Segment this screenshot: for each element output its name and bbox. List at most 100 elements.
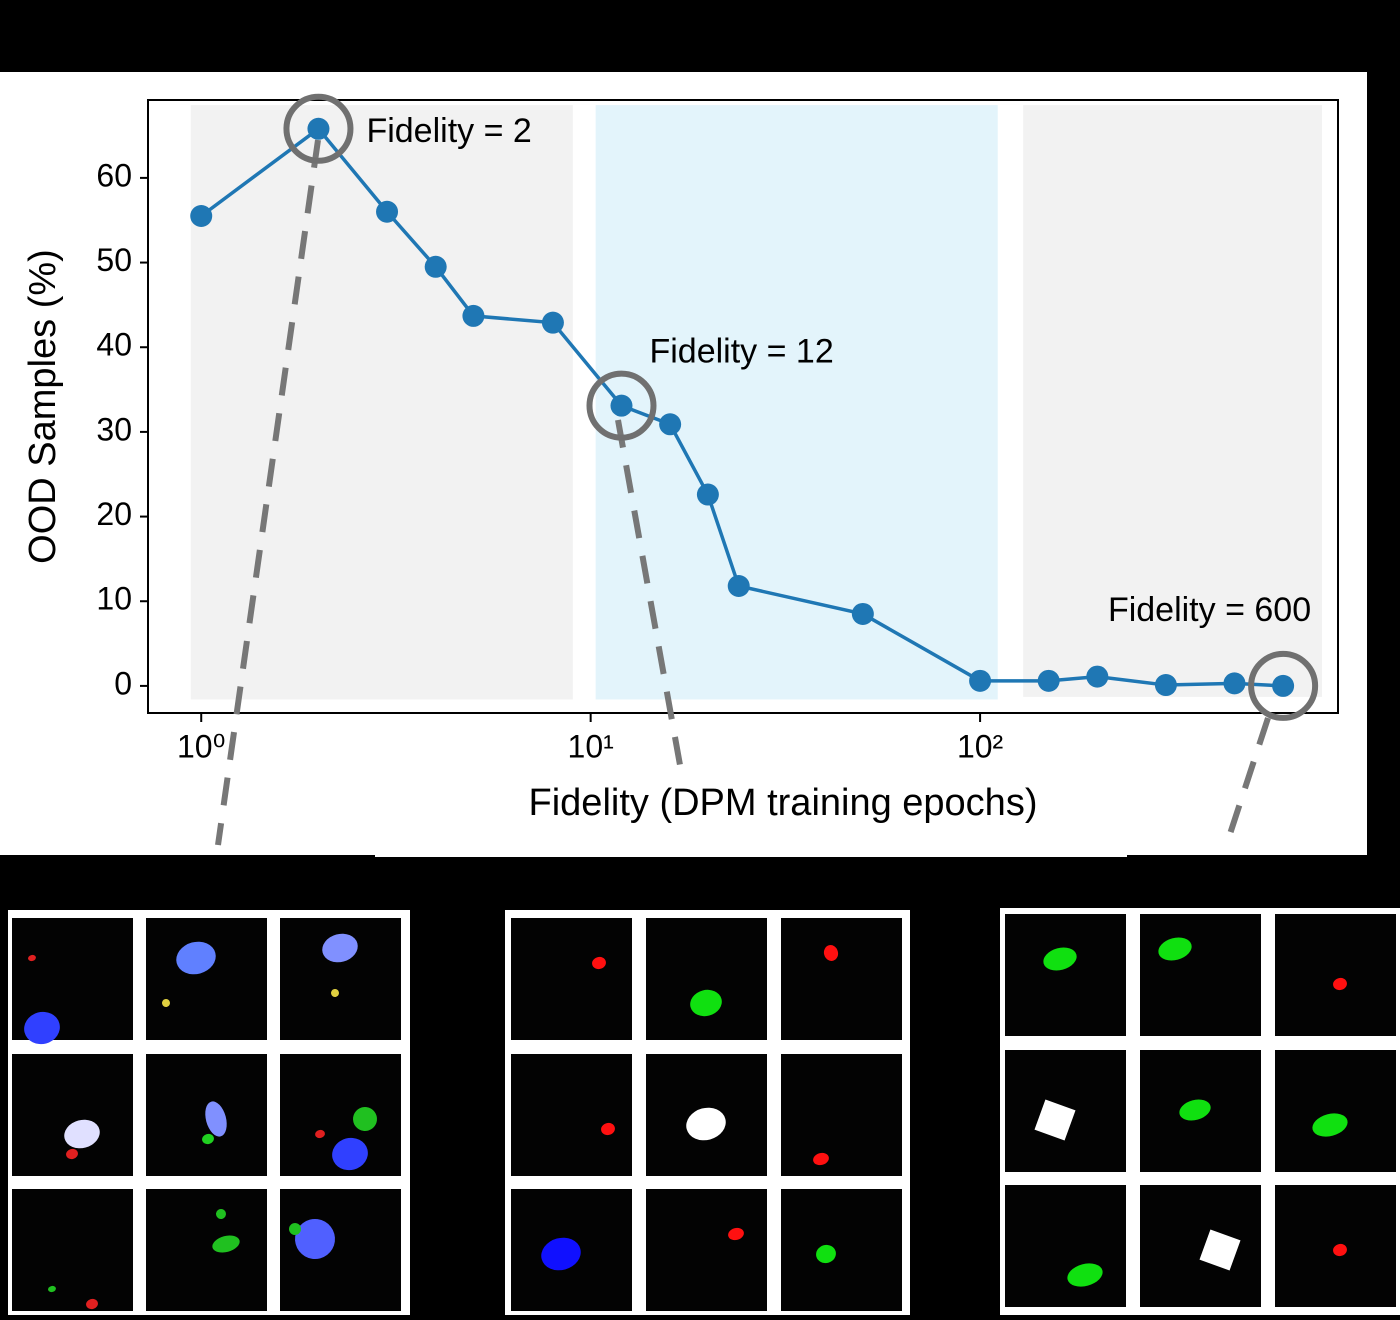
x-tick-label: 10⁰ (177, 728, 225, 764)
sample-image (781, 1054, 902, 1176)
data-point (1037, 669, 1060, 692)
data-point (190, 204, 213, 227)
sample-shape (813, 1152, 829, 1166)
sample-shape (24, 1011, 60, 1045)
sample-shape (332, 1137, 368, 1171)
sample-shape (202, 1133, 214, 1145)
sample-shape (28, 954, 36, 962)
y-tick-label: 30 (96, 411, 132, 447)
sample-shape (353, 1107, 377, 1131)
y-tick-label: 50 (96, 242, 132, 278)
sample-image (781, 1189, 902, 1311)
connector (615, 419, 683, 766)
shaded-region (190, 105, 573, 700)
sample-image (511, 918, 632, 1040)
data-point (541, 311, 564, 334)
sample-shape (816, 1244, 836, 1264)
highlight-ring (586, 370, 657, 441)
data-point (1272, 674, 1295, 697)
sample-shape (1067, 1263, 1103, 1287)
y-tick-label: 20 (96, 496, 132, 532)
sample-image (1005, 1185, 1126, 1307)
axes-frame (147, 99, 1339, 714)
y-tick-label: 10 (96, 581, 132, 617)
sample-shape (162, 999, 170, 1007)
sample-shape (289, 1223, 301, 1235)
data-point (424, 255, 447, 278)
data-point (462, 304, 485, 327)
y-tick-label: 40 (96, 327, 132, 363)
sample-shape (1199, 1229, 1241, 1271)
annotation: Fidelity = 12 (649, 333, 833, 371)
sample-shape (176, 941, 216, 975)
data-point (969, 669, 992, 692)
sample-shape (205, 1101, 227, 1137)
sample-image (646, 918, 767, 1040)
sample-shape (212, 1235, 240, 1253)
sample-shape (823, 945, 839, 961)
plot: 0 10 20 30 40 50 60 10⁰ 10¹ 10² Fidelity (DPM trai… (22, 93, 1339, 846)
sample-image (646, 1189, 767, 1311)
annotation: Fidelity = 600 (1108, 591, 1311, 629)
sample-shape (686, 1107, 726, 1141)
sample-shape (331, 989, 339, 997)
sample-image (781, 918, 902, 1040)
annotation: Fidelity = 2 (366, 112, 531, 150)
sample-image (1005, 914, 1126, 1036)
sample-shape (728, 1227, 744, 1241)
sample-shape (1312, 1113, 1348, 1137)
data-point (851, 602, 874, 625)
data-point (610, 394, 633, 417)
y-axis-label: OOD Samples (%) (22, 249, 64, 564)
sample-shape (601, 1122, 615, 1136)
sample-shape (690, 989, 722, 1017)
sample-shape (315, 1129, 325, 1139)
panel-strip (375, 840, 1127, 857)
data-point (1086, 665, 1109, 688)
sample-shape (66, 1148, 78, 1160)
x-tick-label: 10¹ (568, 728, 614, 764)
data-point (1154, 674, 1177, 697)
sample-shape (48, 1285, 56, 1293)
sample-shape (592, 956, 606, 970)
connector (215, 139, 321, 846)
x-axis-label: Fidelity (DPM training epochs) (529, 782, 1038, 824)
sample-image (1140, 1185, 1261, 1307)
sample-shape (322, 933, 358, 963)
data-point (1223, 672, 1246, 695)
sample-shape (1333, 1243, 1347, 1257)
sample-image (280, 1189, 401, 1311)
sample-shape (86, 1298, 98, 1310)
y-tick-label: 60 (96, 157, 132, 193)
data-point (727, 574, 750, 597)
highlight-ring (1248, 650, 1319, 721)
sample-image (146, 1189, 267, 1311)
sample-image (12, 1189, 133, 1311)
connector (1225, 717, 1271, 841)
shaded-region (1023, 105, 1322, 697)
data-point (659, 413, 682, 436)
sample-image (146, 918, 267, 1040)
sample-image (1275, 1050, 1396, 1172)
sample-image (1275, 914, 1396, 1036)
sample-shape (1034, 1099, 1076, 1141)
highlight-ring (283, 93, 354, 164)
sample-shape (216, 1209, 226, 1219)
sample-image (1140, 914, 1261, 1036)
sample-shape (1043, 947, 1077, 971)
sample-grids (8, 908, 1400, 1315)
sample-shape (1179, 1099, 1211, 1121)
sample-shape (64, 1119, 100, 1149)
sample-image (511, 1054, 632, 1176)
data-point (307, 117, 330, 140)
sample-shape (1333, 977, 1347, 991)
sample-shape (295, 1219, 335, 1259)
data-point (696, 483, 719, 506)
x-tick-label: 10² (957, 728, 1004, 764)
data-point (376, 200, 399, 223)
y-tick-label: 0 (114, 665, 132, 701)
sample-shape (541, 1237, 581, 1271)
sample-shape (1158, 937, 1192, 961)
